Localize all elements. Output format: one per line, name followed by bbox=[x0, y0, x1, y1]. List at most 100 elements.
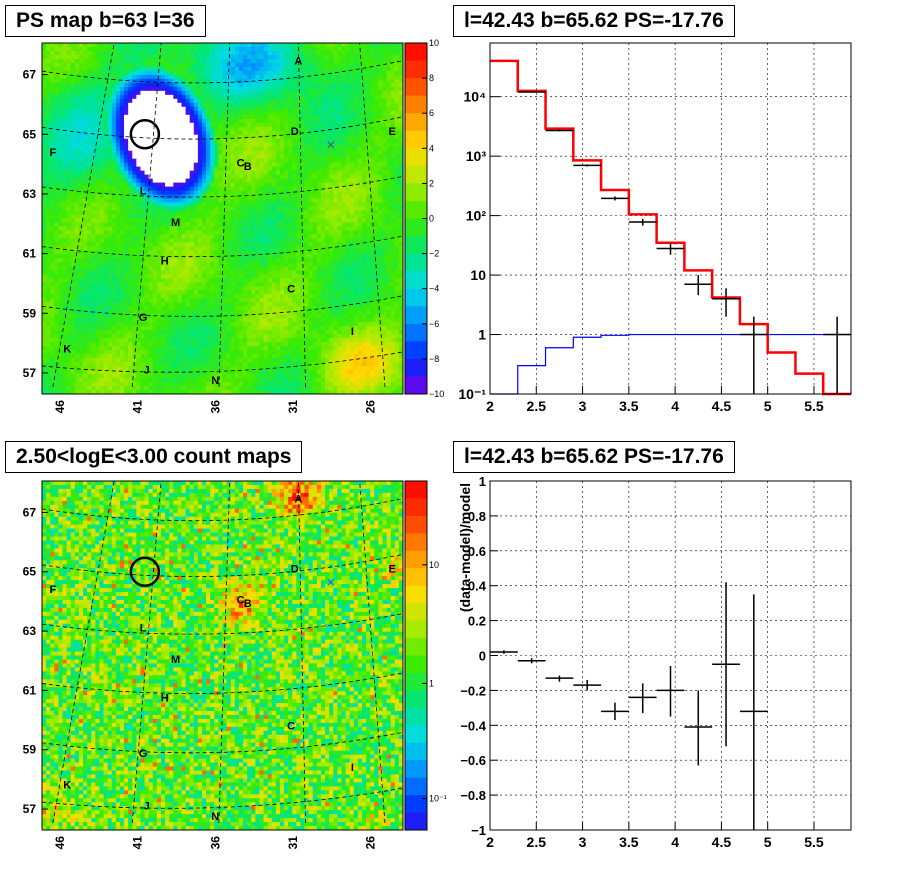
residual-title: l=42.43 b=65.62 PS=-17.76 bbox=[453, 441, 735, 473]
colorbar-tick-label: −6 bbox=[429, 319, 439, 329]
y-tick-label: −0.2 bbox=[460, 683, 486, 698]
y-tick-label: 63 bbox=[23, 187, 37, 201]
y-tick-label: 59 bbox=[23, 306, 37, 320]
y-tick-label: 67 bbox=[23, 68, 37, 82]
x-tick-label: 46 bbox=[53, 836, 67, 850]
y-tick-label: 0.2 bbox=[468, 614, 486, 629]
x-tick-label: 26 bbox=[364, 400, 378, 414]
y-tick-label: 57 bbox=[23, 366, 37, 380]
source-label-D: D bbox=[291, 563, 299, 575]
colorbar-tick-label: −10 bbox=[429, 389, 444, 399]
source-label-C: C bbox=[237, 157, 245, 169]
data-point bbox=[573, 164, 602, 167]
source-label-E: E bbox=[388, 563, 395, 575]
residual-point bbox=[628, 683, 657, 714]
residual-point bbox=[656, 665, 685, 717]
source-label-G: G bbox=[139, 748, 148, 760]
data-point bbox=[628, 218, 657, 226]
x-tick-label: 3.5 bbox=[619, 834, 639, 850]
y-tick-label: 63 bbox=[23, 624, 37, 638]
y-tick-label: −0.8 bbox=[460, 788, 486, 803]
x-tick-label: 3 bbox=[579, 834, 587, 850]
source-label-I: I bbox=[351, 326, 354, 338]
y-tick-label: 61 bbox=[23, 683, 37, 697]
data-point bbox=[712, 288, 740, 317]
source-label-G: G bbox=[139, 312, 148, 324]
y-tick-label: 0.4 bbox=[468, 579, 487, 594]
cross-marker bbox=[327, 578, 335, 586]
y-tick-label: 57 bbox=[23, 802, 37, 816]
source-label-M: M bbox=[171, 217, 180, 229]
x-tick-label: 26 bbox=[364, 836, 378, 850]
x-tick-label: 41 bbox=[131, 400, 145, 414]
ps-frame bbox=[41, 42, 404, 395]
y-tick-label: 0 bbox=[479, 649, 486, 664]
x-tick-label: 3 bbox=[579, 398, 587, 414]
residual-point bbox=[601, 702, 629, 721]
x-tick-label: 5 bbox=[764, 834, 772, 850]
x-tick-label: 2.5 bbox=[527, 398, 547, 414]
colorbar-tick-label: 2 bbox=[429, 178, 434, 188]
colorbar-tick-label: −8 bbox=[429, 354, 439, 364]
source-label-F: F bbox=[49, 147, 56, 159]
y-tick-label: −0.4 bbox=[460, 718, 486, 733]
selected-source-circle bbox=[129, 119, 161, 150]
background-histogram bbox=[490, 333, 851, 395]
x-tick-label: 4 bbox=[671, 834, 679, 850]
x-tick-label: 2.5 bbox=[527, 834, 547, 850]
colorbar-tick-label: 10⁻¹ bbox=[429, 794, 447, 804]
y-tick-label: −1 bbox=[471, 823, 486, 838]
x-tick-label: 5 bbox=[764, 398, 772, 414]
x-tick-label: 31 bbox=[286, 400, 300, 414]
colorbar-tick-label: 10 bbox=[429, 38, 439, 48]
spectrum-plot: 2 2.5 3 3.5 4 4.5 5 5.5 10⁻¹ 1 10 10² 10³ 10⁴ bbox=[458, 42, 852, 414]
source-label-J: J bbox=[144, 801, 150, 813]
y-tick-label: 0.8 bbox=[468, 509, 486, 524]
y-tick-label: 61 bbox=[23, 247, 37, 261]
source-label-I: I bbox=[351, 762, 354, 774]
source-label-B: B bbox=[244, 161, 252, 173]
y-tick-label: 10⁴ bbox=[464, 89, 487, 105]
x-tick-label: 41 bbox=[131, 836, 145, 850]
residual-point bbox=[490, 650, 518, 654]
x-tick-label: 4.5 bbox=[712, 834, 732, 850]
y-tick-label: 65 bbox=[23, 565, 37, 579]
source-label-N: N bbox=[211, 811, 219, 823]
residual-point bbox=[573, 679, 602, 691]
colorbar-tick-label: −2 bbox=[429, 249, 439, 259]
y-tick-label: 67 bbox=[23, 505, 37, 519]
source-label-H: H bbox=[161, 256, 169, 268]
source-label-J: J bbox=[144, 364, 150, 376]
x-tick-label: 3.5 bbox=[619, 398, 639, 414]
y-tick-label: 10 bbox=[470, 267, 486, 283]
y-tick-label: 10² bbox=[466, 208, 487, 224]
source-label-N: N bbox=[211, 375, 219, 387]
y-tick-label: 1 bbox=[478, 327, 486, 343]
residual-point bbox=[739, 594, 768, 830]
count-colorbar: 10 1 10⁻¹ bbox=[404, 480, 447, 831]
x-tick-label: 5.5 bbox=[804, 834, 824, 850]
source-label-C: C bbox=[287, 284, 295, 296]
y-tick-label: 59 bbox=[23, 743, 37, 757]
data-point bbox=[517, 91, 546, 93]
x-tick-label: 4.5 bbox=[712, 398, 732, 414]
x-tick-label: 4 bbox=[671, 398, 679, 414]
residual-point bbox=[517, 658, 546, 664]
cross-marker bbox=[327, 141, 335, 149]
x-tick-label: 46 bbox=[53, 400, 67, 414]
spectrum-frame bbox=[489, 42, 852, 395]
residual-ylabel: (data-model)/model bbox=[457, 483, 473, 612]
source-label-E: E bbox=[388, 126, 395, 138]
residual-point bbox=[712, 582, 740, 747]
colorbar-tick-label: 1 bbox=[429, 678, 434, 688]
x-tick-label: 2 bbox=[486, 834, 494, 850]
source-label-K: K bbox=[63, 780, 71, 792]
colorbar-tick-label: −4 bbox=[429, 284, 439, 294]
source-label-K: K bbox=[63, 343, 71, 355]
colorbar-tick-label: 0 bbox=[429, 214, 434, 224]
colorbar-tick-label: 10 bbox=[429, 560, 439, 570]
